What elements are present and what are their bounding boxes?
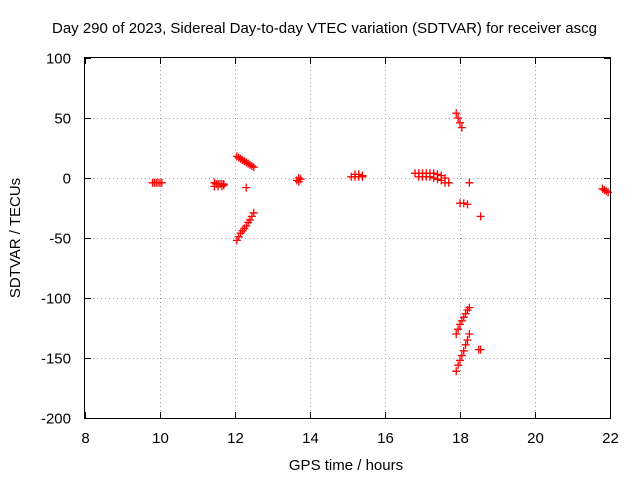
series-arc-18.1h-lower-a (452, 303, 474, 338)
data-point (452, 367, 461, 376)
series-arc-12.3h-upper (232, 152, 258, 172)
data-point (454, 325, 463, 334)
x-tick-label: 18 (452, 430, 469, 447)
series-arc-13.7h (292, 174, 305, 186)
data-point (429, 174, 438, 182)
data-point (457, 123, 466, 132)
data-marks (148, 109, 613, 376)
data-point (249, 163, 258, 172)
x-tick-label: 10 (152, 430, 169, 447)
x-tick-labels: 8 10 12 14 16 18 20 22 (81, 430, 619, 447)
data-point (247, 162, 256, 170)
plot-frame (84, 57, 611, 419)
x-tick-label: 14 (302, 430, 319, 447)
series-point-18.25h (465, 178, 474, 187)
data-point (249, 208, 258, 217)
data-point (242, 222, 251, 230)
data-point (476, 345, 485, 354)
data-point (602, 187, 611, 196)
data-point (476, 212, 485, 221)
data-point (457, 316, 466, 325)
data-point (294, 177, 303, 186)
y-tick-label: 50 (54, 111, 71, 128)
data-point (247, 212, 256, 221)
data-point (242, 183, 251, 192)
data-point (459, 313, 468, 322)
data-point (465, 178, 474, 187)
y-tick-label: -100 (41, 291, 71, 308)
data-point (463, 336, 472, 344)
x-tick-label: 22 (602, 430, 619, 447)
data-point (454, 361, 463, 370)
data-point (452, 330, 461, 338)
x-axis-title: GPS time / hours (289, 457, 403, 474)
data-point (234, 232, 243, 241)
series-arc-18.1h-lower-b (452, 330, 474, 376)
data-point (461, 340, 470, 349)
x-tick-label: 16 (377, 430, 394, 447)
series-arc-15.3h (347, 170, 367, 181)
y-tick-label: -50 (49, 231, 71, 248)
data-point (354, 170, 363, 179)
data-point (157, 178, 166, 187)
series-arc-9.9h (148, 178, 166, 187)
data-point (358, 171, 367, 180)
data-point (457, 351, 466, 360)
series-arc-11.6h (210, 178, 228, 191)
series-arc-18.1h-flat (456, 199, 472, 209)
y-tick-label: -200 (41, 411, 71, 428)
data-point (461, 309, 470, 318)
data-point (441, 178, 449, 187)
x-tick-label: 8 (81, 430, 89, 447)
series-point-18.55h-lower (474, 345, 485, 354)
data-point (459, 346, 468, 355)
data-point (456, 356, 464, 365)
data-point (465, 330, 474, 338)
y-tick-label: 0 (63, 171, 71, 188)
series-arc-21.9h (598, 184, 613, 197)
series-arc-17.1h (411, 169, 453, 187)
data-point (426, 172, 434, 181)
data-point (459, 199, 468, 208)
y-tick-label: -150 (41, 351, 71, 368)
series-point-12.3h (242, 183, 251, 192)
data-point (604, 188, 613, 197)
y-tick-label: 100 (46, 51, 71, 68)
data-point (465, 303, 474, 312)
chart-title: Day 290 of 2023, Sidereal Day-to-day VTE… (52, 20, 597, 37)
y-tick-labels: -200 -150 -100 -50 0 50 100 (41, 51, 71, 428)
data-point (463, 200, 472, 209)
data-point (454, 114, 463, 122)
x-tick-label: 12 (227, 430, 244, 447)
series-point-18.55h (476, 212, 485, 221)
y-axis-title: SDTVAR / TECUs (7, 178, 24, 298)
data-point (246, 216, 254, 224)
data-point (456, 320, 464, 329)
data-point (456, 118, 464, 127)
x-tick-label: 20 (527, 430, 544, 447)
data-point (452, 109, 461, 118)
series-arc-12.3h-lower (232, 208, 258, 245)
series-arc-17.95h-upper (452, 109, 466, 132)
data-point (217, 182, 226, 191)
data-point (219, 181, 228, 190)
data-point (433, 175, 442, 184)
data-point (232, 236, 241, 245)
